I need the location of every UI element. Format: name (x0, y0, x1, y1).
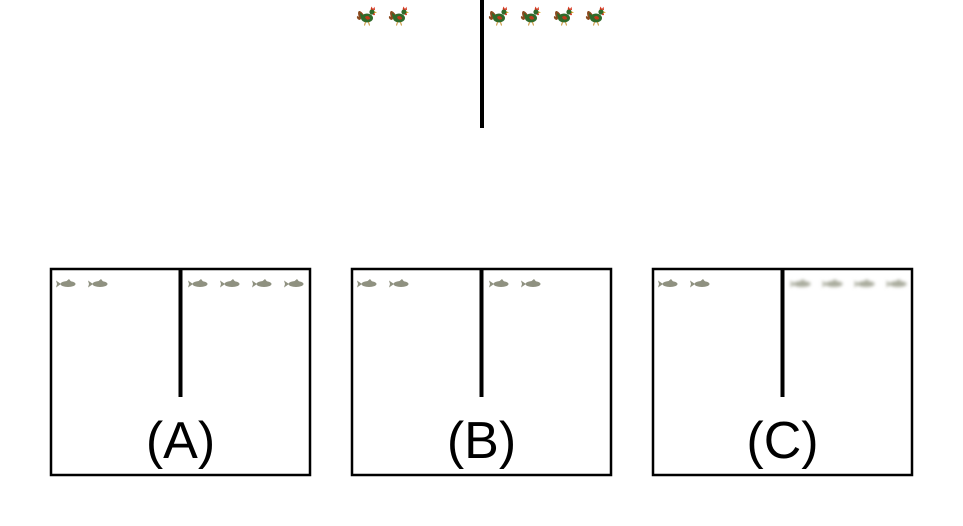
top-right-roosters (488, 6, 606, 26)
fish-icon (854, 279, 875, 288)
fish-icon (822, 279, 843, 288)
option-b-panel[interactable]: (B) (350, 267, 613, 477)
rooster-icon (585, 6, 606, 26)
rooster-icon (388, 6, 409, 26)
fish-icon (252, 279, 272, 288)
option-c-panel[interactable]: (C) (651, 267, 914, 477)
option-a-left-fish (56, 279, 108, 288)
fish-icon (56, 279, 76, 288)
option-c-label: (C) (746, 412, 818, 470)
option-c-left-fish (658, 279, 710, 288)
option-c-right-fish (790, 279, 907, 288)
fish-icon (489, 279, 509, 288)
fish-icon (220, 279, 240, 288)
fish-icon (284, 279, 304, 288)
option-a-right-fish (188, 279, 304, 288)
fish-icon (658, 279, 678, 288)
fish-icon (790, 279, 811, 288)
fish-icon (88, 279, 108, 288)
option-b-left-fish (357, 279, 409, 288)
fish-icon (690, 279, 710, 288)
fish-icon (389, 279, 409, 288)
fish-icon (188, 279, 208, 288)
top-scene (356, 0, 606, 128)
fish-icon (521, 279, 541, 288)
option-b-label: (B) (447, 412, 516, 470)
top-left-roosters (356, 6, 409, 26)
option-a-panel[interactable]: (A) (49, 267, 312, 477)
rooster-icon (356, 6, 377, 26)
rooster-icon (488, 6, 509, 26)
option-a-label: (A) (146, 412, 215, 470)
fish-icon (357, 279, 377, 288)
fish-icon (886, 279, 907, 288)
rooster-icon (553, 6, 574, 26)
rooster-icon (520, 6, 541, 26)
option-b-right-fish (489, 279, 541, 288)
